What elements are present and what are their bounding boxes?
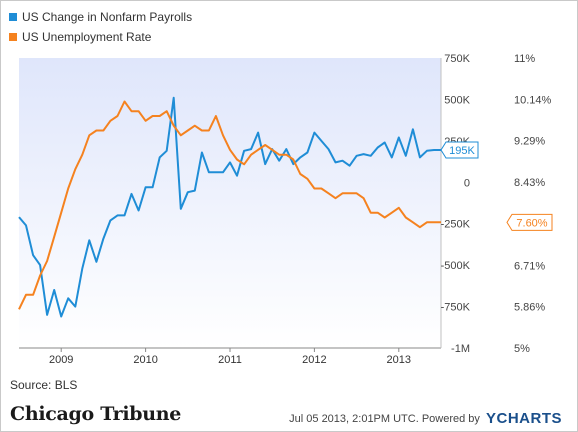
unemployment-callout: 7.60% bbox=[506, 213, 553, 231]
y-right-tick-label: 9.29% bbox=[514, 136, 545, 148]
y-left-tick-label: 500K bbox=[444, 94, 470, 106]
legend-swatch-unemployment bbox=[9, 33, 17, 41]
y-left-tick-label: -750K bbox=[441, 302, 471, 314]
footer-credit: Jul 05 2013, 2:01PM UTC. Powered by YCHA… bbox=[289, 410, 562, 427]
y-left-tick-label: 0 bbox=[464, 177, 470, 189]
y-right-tick-label: 8.43% bbox=[514, 177, 545, 189]
y-left-tick-label: -250K bbox=[441, 219, 471, 231]
unemployment-line bbox=[18, 100, 441, 310]
y-right-tick-label: 5.86% bbox=[514, 301, 545, 313]
y-left-tick-label: -500K bbox=[441, 260, 471, 272]
y-left-tick-label: 750K bbox=[444, 53, 470, 65]
legend-swatch-payrolls bbox=[9, 13, 17, 21]
callout-box bbox=[440, 141, 479, 159]
y-left-tick-label: -1M bbox=[451, 343, 470, 355]
payrolls-callout: 195K bbox=[440, 141, 479, 159]
callout-label: 195K bbox=[449, 145, 475, 157]
y-right-tick-label: 5% bbox=[514, 343, 530, 355]
x-tick-label: 2010 bbox=[133, 354, 157, 366]
payrolls-line bbox=[18, 96, 441, 318]
y-right-tick-label: 6.71% bbox=[514, 260, 545, 272]
ycharts-logo[interactable]: YCHARTS bbox=[485, 410, 562, 427]
x-tick-label: 2011 bbox=[218, 354, 242, 366]
legend-item-payrolls[interactable]: US Change in Nonfarm Payrolls bbox=[9, 10, 192, 24]
y-right-tick-label: 11% bbox=[514, 53, 535, 65]
callout-label: 7.60% bbox=[516, 217, 547, 229]
x-tick-label: 2013 bbox=[387, 354, 411, 366]
legend-label-unemployment: US Unemployment Rate bbox=[22, 30, 152, 44]
source-note: Source: BLS bbox=[10, 378, 78, 392]
x-tick-label: 2009 bbox=[49, 354, 73, 366]
x-tick-label: 2012 bbox=[302, 354, 326, 366]
callout-box bbox=[506, 213, 553, 231]
timestamp: Jul 05 2013, 2:01PM UTC. Powered by bbox=[289, 413, 480, 425]
line-chart: 20092010201120122013750K500K250K0-250K-5… bbox=[18, 53, 553, 366]
plot-background bbox=[19, 58, 441, 348]
brand-logo: Chicago Tribune bbox=[10, 403, 182, 425]
y-right-tick-label: 10.14% bbox=[514, 95, 552, 107]
legend-label-payrolls: US Change in Nonfarm Payrolls bbox=[22, 10, 193, 24]
legend-item-unemployment[interactable]: US Unemployment Rate bbox=[9, 30, 151, 44]
